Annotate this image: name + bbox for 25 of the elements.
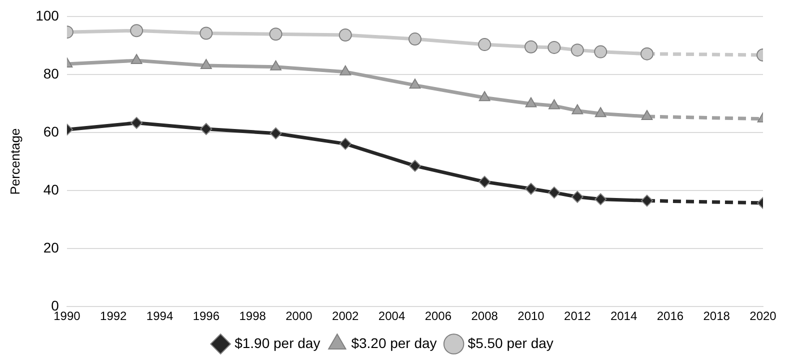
- y-tick-label: 80: [43, 65, 60, 82]
- legend-label: $3.20 per day: [351, 334, 437, 351]
- x-tick-label: 2012: [564, 309, 592, 324]
- x-tick-label: 2002: [332, 309, 360, 324]
- y-tick-label: 40: [43, 181, 60, 198]
- x-tick-label: 2008: [471, 309, 498, 324]
- x-tick-label: 2018: [703, 309, 730, 324]
- legend-label: $5.50 per day: [468, 334, 554, 351]
- x-tick-label: 1994: [146, 309, 174, 324]
- x-tick-label: 2004: [378, 309, 406, 324]
- x-tick-label: 1990: [54, 309, 81, 324]
- x-tick-label: 2020: [750, 309, 777, 324]
- x-tick-label: 2016: [656, 309, 684, 324]
- x-tick-label: 2000: [286, 309, 313, 324]
- x-tick-label: 1992: [100, 309, 128, 324]
- x-tick-label: 1996: [192, 309, 220, 324]
- legend-label: $1.90 per day: [234, 334, 320, 351]
- y-tick-label: 100: [36, 7, 60, 24]
- x-tick-label: 1998: [239, 309, 266, 324]
- x-tick-label: 2014: [610, 309, 638, 324]
- y-tick-label: 20: [43, 239, 60, 256]
- x-tick-label: 2006: [424, 309, 452, 324]
- x-tick-label: 2010: [518, 309, 545, 324]
- y-tick-label: 60: [43, 123, 60, 140]
- y-axis-title: Percentage: [7, 128, 22, 195]
